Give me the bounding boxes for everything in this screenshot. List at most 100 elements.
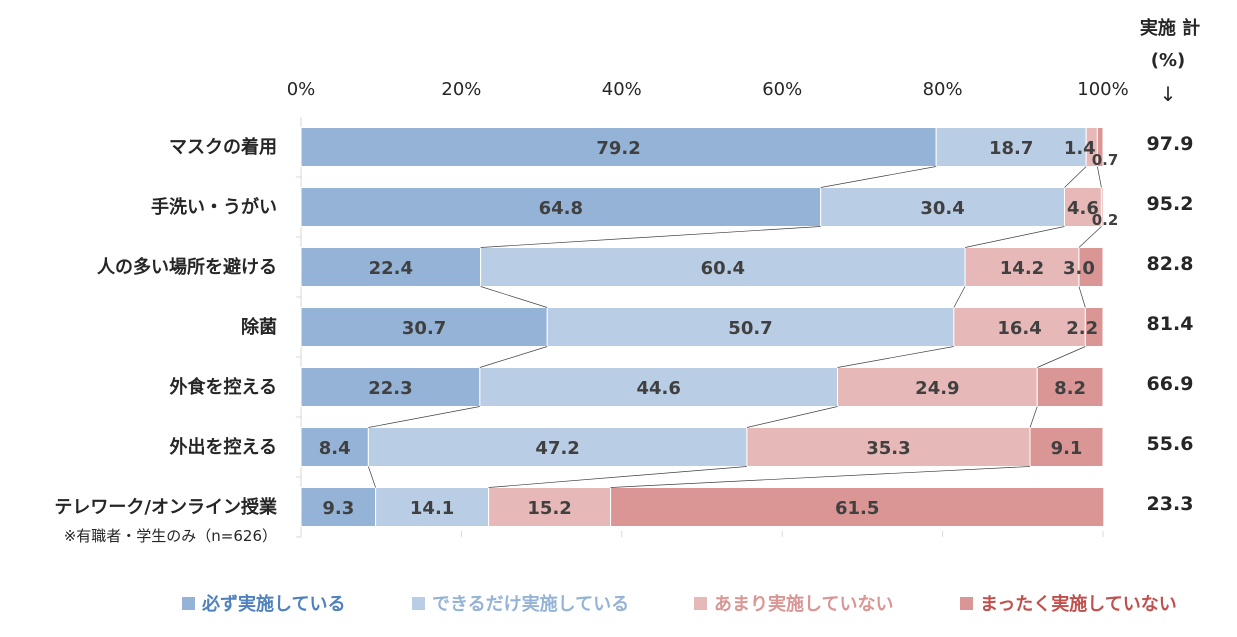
connector-line bbox=[746, 406, 838, 428]
total-header-arrow: ↓ bbox=[1160, 82, 1177, 106]
bar-segment bbox=[488, 487, 612, 527]
legend-label: まったく実施していない bbox=[980, 593, 1177, 615]
data-label: 61.5 bbox=[835, 498, 879, 519]
legend-swatch bbox=[694, 597, 707, 610]
connector-line bbox=[837, 346, 954, 368]
total-value: 55.6 bbox=[1147, 433, 1194, 455]
x-tick-label: 100% bbox=[1077, 79, 1128, 100]
connector-line bbox=[1037, 346, 1086, 368]
x-tick-label: 60% bbox=[762, 79, 802, 100]
data-label: 79.2 bbox=[596, 138, 640, 159]
data-label: 14.2 bbox=[1000, 258, 1044, 279]
data-label: 4.6 bbox=[1067, 198, 1099, 219]
data-label: 50.7 bbox=[728, 318, 772, 339]
total-value: 66.9 bbox=[1147, 373, 1194, 395]
connector-line bbox=[1064, 166, 1087, 188]
total-value: 82.8 bbox=[1147, 253, 1194, 275]
total-header-title: 実施 計 bbox=[1140, 17, 1200, 39]
legend-swatch bbox=[412, 597, 425, 610]
category-label: 手洗い・うがい bbox=[151, 196, 277, 218]
connector-line bbox=[953, 286, 966, 308]
data-label: 2.2 bbox=[1066, 318, 1098, 339]
bar-segment bbox=[837, 367, 1038, 407]
legend-label: 必ず実施している bbox=[201, 593, 345, 615]
data-label: 9.3 bbox=[322, 498, 354, 519]
legend-label: できるだけ実施している bbox=[432, 593, 629, 615]
x-tick-label: 80% bbox=[923, 79, 963, 100]
bar-segment bbox=[546, 307, 955, 347]
bar-segment bbox=[820, 187, 1066, 227]
connector-line bbox=[1097, 166, 1102, 188]
bar-segment bbox=[1064, 187, 1102, 227]
data-label: 18.7 bbox=[989, 138, 1033, 159]
connector-line bbox=[480, 226, 821, 248]
x-tick-label: 40% bbox=[602, 79, 642, 100]
data-label: 47.2 bbox=[535, 438, 579, 459]
data-label: 30.4 bbox=[920, 198, 964, 219]
bar-segment bbox=[300, 367, 481, 407]
data-label: 0.7 bbox=[1092, 151, 1119, 169]
x-tick-label: 0% bbox=[287, 79, 316, 100]
category-label: テレワーク/オンライン授業 bbox=[54, 496, 278, 518]
data-label: 8.4 bbox=[319, 438, 351, 459]
data-label: 30.7 bbox=[402, 318, 446, 339]
bar-segment bbox=[479, 367, 839, 407]
data-label: 3.0 bbox=[1063, 258, 1095, 279]
bar-segment bbox=[964, 247, 1080, 287]
connector-line bbox=[368, 466, 376, 488]
data-label: 22.3 bbox=[368, 378, 412, 399]
bar-segment bbox=[300, 187, 822, 227]
bar-segment bbox=[375, 487, 490, 527]
bar-segment bbox=[610, 487, 1105, 527]
sample-note: ※有職者・学生のみ（n=626） bbox=[64, 527, 277, 545]
data-label: 24.9 bbox=[915, 378, 959, 399]
category-label: マスクの着用 bbox=[169, 136, 277, 158]
bar-segment bbox=[1029, 427, 1104, 467]
connector-line bbox=[368, 406, 480, 428]
legend-label: あまり実施していない bbox=[714, 593, 893, 615]
data-label: 16.4 bbox=[997, 318, 1041, 339]
bar-segment bbox=[1084, 307, 1104, 347]
bar-segment bbox=[746, 427, 1031, 467]
connector-line bbox=[1029, 406, 1038, 428]
connector-line bbox=[1078, 286, 1086, 308]
connector-line bbox=[1078, 226, 1102, 248]
total-value: 95.2 bbox=[1147, 193, 1194, 215]
total-header-unit: (%) bbox=[1151, 50, 1186, 71]
category-label: 人の多い場所を避ける bbox=[97, 256, 277, 278]
total-value: 81.4 bbox=[1147, 313, 1194, 335]
connector-line bbox=[488, 466, 747, 488]
data-label: 64.8 bbox=[539, 198, 583, 219]
legend-swatch bbox=[182, 597, 195, 610]
bar-segment bbox=[1096, 127, 1104, 167]
data-label: 14.1 bbox=[410, 498, 454, 519]
legend-swatch bbox=[960, 597, 973, 610]
bar-segment bbox=[1078, 247, 1104, 287]
data-label: 0.2 bbox=[1092, 211, 1119, 229]
category-label: 外食を控える bbox=[170, 376, 277, 398]
bar-segment bbox=[300, 307, 548, 347]
data-label: 44.6 bbox=[636, 378, 680, 399]
category-label: 外出を控える bbox=[170, 436, 277, 458]
connector-line bbox=[964, 226, 1065, 248]
connector-line bbox=[479, 346, 548, 368]
bar-segment bbox=[1036, 367, 1104, 407]
connector-line bbox=[820, 166, 937, 188]
total-value: 23.3 bbox=[1147, 493, 1194, 515]
bar-segment bbox=[1100, 187, 1104, 227]
data-label: 60.4 bbox=[701, 258, 745, 279]
bar-segment bbox=[367, 427, 748, 467]
data-label: 22.4 bbox=[369, 258, 413, 279]
x-tick-label: 20% bbox=[441, 79, 481, 100]
data-label: 1.4 bbox=[1064, 138, 1096, 159]
data-label: 15.2 bbox=[527, 498, 571, 519]
data-label: 8.2 bbox=[1054, 378, 1086, 399]
bar-segment bbox=[480, 247, 966, 287]
bar-segment bbox=[300, 487, 377, 527]
total-value: 97.9 bbox=[1147, 133, 1194, 155]
bar-segment bbox=[300, 247, 482, 287]
category-label: 除菌 bbox=[241, 316, 277, 338]
connector-line bbox=[610, 466, 1031, 488]
data-label: 35.3 bbox=[866, 438, 910, 459]
